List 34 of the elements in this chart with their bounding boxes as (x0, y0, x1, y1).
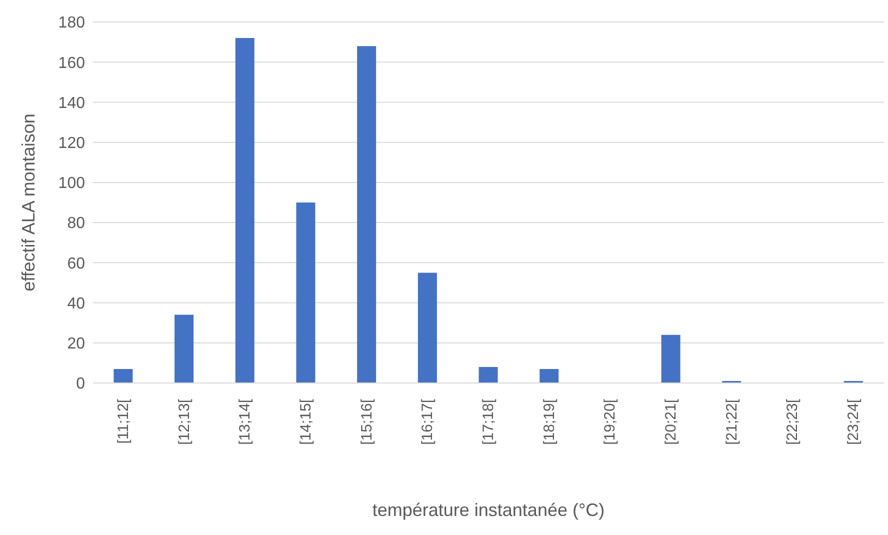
bar (174, 314, 194, 383)
y-tick-label: 120 (58, 135, 86, 152)
y-tick-label: 0 (76, 376, 86, 393)
x-tick-label: [12;13[ (176, 398, 193, 445)
y-tick-label: 140 (58, 94, 86, 112)
bar (661, 334, 680, 383)
bar (540, 368, 559, 383)
x-tick-label: [21;22[ (723, 398, 740, 445)
bar (296, 202, 316, 383)
y-tick-label: 80 (67, 215, 86, 232)
x-tick-label: [18;19[ (540, 398, 558, 445)
x-tick-label: [15;16[ (358, 398, 376, 445)
bar (235, 38, 254, 383)
bar (478, 366, 498, 383)
y-tick-label: 40 (67, 295, 86, 312)
y-tick-label: 180 (58, 14, 86, 32)
bar (114, 368, 133, 383)
x-tick-label: [23;24[ (845, 398, 862, 445)
bar (357, 46, 376, 383)
y-tick-label: 160 (58, 54, 86, 72)
y-axis-title: effectif ALA montaison (18, 114, 38, 292)
x-axis-title: température instantanée (°C) (372, 500, 605, 520)
y-tick-label: 60 (67, 255, 86, 272)
y-tick-label: 20 (67, 336, 86, 353)
x-tick-label: [22;23[ (784, 398, 802, 445)
x-tick-label: [16;17[ (419, 398, 436, 445)
x-tick-label: [13;14[ (236, 398, 254, 445)
x-tick-label: [19;20[ (602, 398, 619, 445)
x-tick-label: [20;21[ (662, 398, 680, 445)
x-tick-label: [11;12[ (114, 398, 132, 444)
x-tick-label: [17;18[ (480, 398, 497, 445)
y-tick-label: 100 (58, 175, 86, 192)
x-tick-label: [14;15[ (297, 398, 314, 445)
bar (418, 272, 437, 383)
